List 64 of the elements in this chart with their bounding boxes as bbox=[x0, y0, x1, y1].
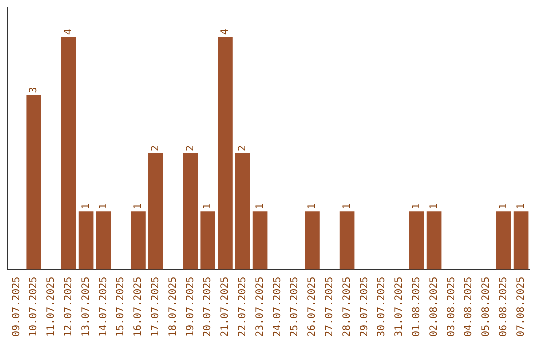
x-tick-label: 29.07.2025 bbox=[359, 276, 370, 338]
data-label: 1 bbox=[411, 204, 422, 210]
bar bbox=[410, 212, 424, 270]
bar bbox=[62, 37, 76, 270]
x-tick-label: 28.07.2025 bbox=[342, 276, 353, 338]
bar bbox=[148, 153, 164, 270]
x-tick-label: 24.07.2025 bbox=[272, 276, 284, 338]
x-tick-label: 23.07.2025 bbox=[254, 276, 266, 338]
x-tick-label: 20.07.2025 bbox=[202, 276, 214, 338]
x-tick-label: 18.07.2025 bbox=[168, 276, 179, 338]
data-label: 1 bbox=[202, 204, 214, 210]
x-tick-label: 19.07.2025 bbox=[185, 276, 196, 338]
data-label: 4 bbox=[63, 29, 74, 36]
data-label: 1 bbox=[428, 204, 440, 210]
x-tick-label: 30.07.2025 bbox=[376, 276, 388, 338]
x-tick-label: 31.07.2025 bbox=[394, 276, 406, 338]
data-label: 3 bbox=[28, 87, 40, 94]
data-label: 1 bbox=[80, 204, 92, 210]
x-tick-label: 14.07.2025 bbox=[98, 276, 110, 338]
data-label: 1 bbox=[254, 204, 266, 210]
bar bbox=[236, 153, 250, 270]
bar bbox=[131, 212, 146, 270]
bar bbox=[218, 37, 233, 270]
bar bbox=[26, 95, 42, 270]
data-label: 1 bbox=[307, 204, 318, 210]
data-label: 2 bbox=[185, 145, 196, 152]
x-tick-label: 01.08.2025 bbox=[411, 276, 422, 338]
x-tick-label: 16.07.2025 bbox=[133, 276, 144, 338]
bar bbox=[96, 212, 112, 270]
bar bbox=[252, 212, 268, 270]
bar bbox=[183, 153, 198, 270]
x-tick-label: 21.07.2025 bbox=[220, 276, 232, 338]
bar bbox=[496, 212, 512, 270]
data-label: 2 bbox=[150, 145, 162, 152]
bar bbox=[200, 212, 216, 270]
x-tick-label: 25.07.2025 bbox=[290, 276, 301, 338]
x-tick-label: 12.07.2025 bbox=[63, 276, 74, 338]
x-tick-label: 05.08.2025 bbox=[481, 276, 492, 338]
data-label: 1 bbox=[98, 204, 110, 210]
data-label: 1 bbox=[133, 204, 144, 210]
data-label: 1 bbox=[516, 204, 527, 210]
x-tick-label: 04.08.2025 bbox=[464, 276, 475, 338]
data-label: 1 bbox=[342, 204, 353, 210]
x-tick-label: 26.07.2025 bbox=[307, 276, 318, 338]
data-label: 4 bbox=[220, 29, 232, 36]
x-tick-label: 17.07.2025 bbox=[150, 276, 162, 338]
x-tick-label: 02.08.2025 bbox=[428, 276, 440, 338]
bar bbox=[514, 212, 529, 270]
data-label: 2 bbox=[237, 145, 248, 152]
bar bbox=[426, 212, 442, 270]
bar bbox=[340, 212, 355, 270]
x-tick-label: 03.08.2025 bbox=[446, 276, 458, 338]
x-tick-label: 10.07.2025 bbox=[28, 276, 40, 338]
x-tick-label: 11.07.2025 bbox=[46, 276, 58, 338]
x-tick-label: 13.07.2025 bbox=[80, 276, 92, 338]
data-label: 1 bbox=[498, 204, 510, 210]
bar bbox=[305, 212, 320, 270]
x-tick-label: 27.07.2025 bbox=[324, 276, 336, 338]
x-tick-label: 07.08.2025 bbox=[516, 276, 527, 338]
x-tick-label: 09.07.2025 bbox=[11, 276, 22, 338]
x-tick-label: 06.08.2025 bbox=[498, 276, 510, 338]
bar bbox=[78, 212, 94, 270]
x-tick-label: 22.07.2025 bbox=[237, 276, 248, 338]
x-tick-label: 15.07.2025 bbox=[116, 276, 127, 338]
